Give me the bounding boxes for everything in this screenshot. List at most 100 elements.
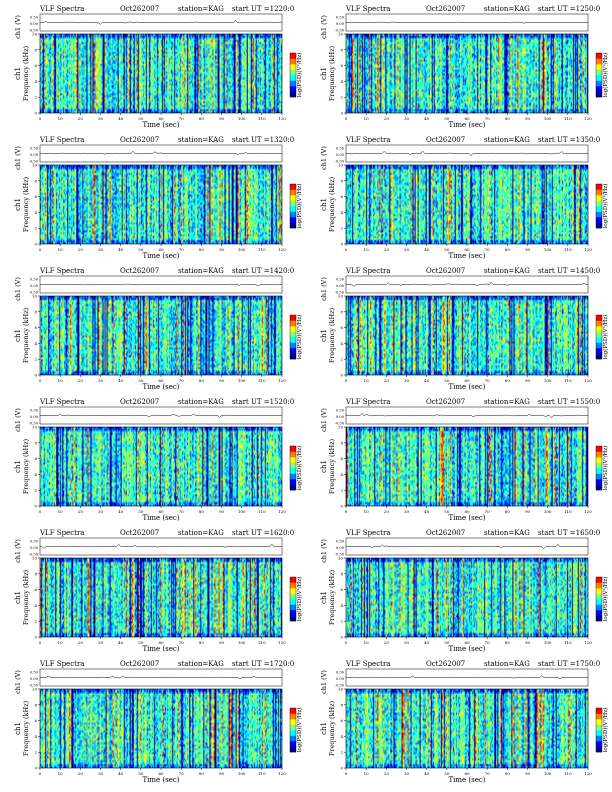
frequency-axis-label: Frequency (kHz) — [328, 438, 336, 494]
frequency-axis-label: Frequency (kHz) — [22, 45, 30, 101]
ch1-tick-label: -0.50 — [335, 160, 345, 164]
x-tick-label: 50 — [444, 640, 450, 645]
y-tick-label: 0 — [340, 504, 343, 509]
x-tick-label: 60 — [158, 771, 164, 776]
spectrogram-heatmap — [40, 165, 282, 244]
ch1-trace — [40, 20, 282, 25]
y-tick-label: 8 — [34, 47, 37, 52]
colorbar-segment — [596, 69, 602, 76]
spectrogram-panel-1620-0: VLF Spectra Oct262007 station=KAG start UT … — [0, 525, 306, 656]
panel-start-ut: start UT =1650:0 — [538, 529, 600, 537]
panel-station: station=KAG — [484, 529, 530, 537]
colorbar-segment — [290, 446, 296, 452]
colorbar-segment — [290, 582, 296, 589]
colorbar-segment — [596, 615, 602, 622]
x-tick-label: 90 — [219, 640, 225, 645]
x-tick-label: 100 — [544, 116, 552, 121]
y-tick-label: 4 — [340, 734, 343, 739]
frequency-axis-label: Frequency (kHz) — [22, 307, 30, 363]
ch1-trace — [39, 283, 283, 286]
x-tick-label: 30 — [404, 640, 410, 645]
x-tick-label: 80 — [505, 378, 511, 383]
colorbar-segment — [596, 315, 602, 321]
colorbar-segment — [290, 462, 296, 469]
panel-start-ut: start UT =1320:0 — [232, 136, 294, 144]
x-tick-label: 50 — [444, 509, 450, 514]
x-tick-label: 10 — [58, 378, 64, 383]
colorbar-frame — [595, 52, 603, 98]
x-tick-label: 100 — [544, 247, 552, 252]
x-tick-label: 80 — [505, 640, 511, 645]
ch1-trace — [345, 150, 589, 156]
y-tick-label: 6 — [34, 718, 37, 723]
ch1-tick-label: -0.50 — [335, 291, 345, 295]
colorbar-segment — [290, 337, 296, 343]
colorbar-segment — [290, 353, 296, 360]
panel-title: VLF Spectra — [345, 5, 390, 13]
y-tick-label: 8 — [340, 309, 343, 314]
frequency-axis-label: Frequency (kHz) — [328, 45, 336, 101]
y-tick-label: 0 — [340, 373, 343, 378]
y-tick-label: 0 — [340, 766, 343, 771]
x-tick-label: 120 — [584, 247, 592, 252]
ch1-channel-label: ch1 — [14, 198, 22, 211]
x-tick-label: 80 — [199, 378, 205, 383]
x-tick-label: 120 — [278, 640, 286, 645]
x-tick-label: 60 — [464, 771, 470, 776]
x-tick-label: 110 — [258, 116, 266, 121]
x-tick-label: 0 — [345, 640, 348, 645]
y-tick-label: 2 — [340, 488, 343, 493]
ch1-axis-label: ch1 (V) — [14, 408, 22, 432]
x-tick-label: 10 — [58, 509, 64, 514]
ch1-tick-label: 0.00 — [30, 284, 39, 288]
x-tick-label: 90 — [525, 378, 531, 383]
spectrogram-heatmap — [40, 689, 282, 768]
x-tick-label: 20 — [384, 509, 390, 514]
x-tick-label: 80 — [505, 247, 511, 252]
x-tick-label: 30 — [98, 771, 104, 776]
ch1-tick-label: 0.00 — [336, 546, 345, 550]
y-tick-label: 10 — [338, 687, 344, 692]
panel-start-ut: start UT =1620:0 — [232, 529, 294, 537]
panel-title: VLF Spectra — [39, 398, 84, 406]
time-axis-label: Time (sec) — [448, 252, 485, 260]
y-tick-label: 8 — [340, 571, 343, 576]
colorbar-segment — [290, 86, 296, 92]
x-tick-label: 60 — [158, 247, 164, 252]
colorbar-frame — [595, 183, 603, 229]
panel-station: station=KAG — [484, 660, 530, 668]
y-tick-label: 6 — [340, 325, 343, 330]
x-tick-label: 30 — [404, 771, 410, 776]
x-tick-label: 0 — [345, 771, 348, 776]
ch1-tick-label: 0.50 — [30, 409, 39, 413]
x-tick-label: 70 — [179, 640, 185, 645]
ch1-trace — [345, 543, 589, 550]
spectrogram-svg: VLF Spectra Oct262007 station=KAG start UT … — [320, 529, 609, 653]
time-axis-label: Time (sec) — [448, 383, 485, 391]
y-tick-label: 10 — [32, 163, 38, 168]
y-tick-label: 8 — [34, 178, 37, 183]
colorbar-segment — [596, 58, 602, 65]
panel-start-ut: start UT =1420:0 — [232, 267, 294, 275]
panel-station: station=KAG — [178, 398, 224, 406]
time-axis-label: Time (sec) — [142, 121, 179, 129]
spectrogram-panel-1320-0: VLF Spectra Oct262007 station=KAG start UT … — [0, 132, 306, 263]
ch1-tick-label: 0.50 — [336, 671, 345, 675]
x-tick-label: 120 — [584, 771, 592, 776]
ch1-tick-label: -0.50 — [335, 422, 345, 426]
y-tick-label: 4 — [340, 603, 343, 608]
spectrogram-panel-1720-0: VLF Spectra Oct262007 station=KAG start UT … — [0, 656, 306, 787]
ch1-axis-label: ch1 (V) — [320, 146, 328, 170]
x-tick-label: 100 — [238, 771, 246, 776]
colorbar-segment — [290, 577, 296, 583]
y-tick-label: 6 — [340, 63, 343, 68]
colorbar-segment — [290, 451, 296, 458]
colorbar-segment — [290, 615, 296, 622]
y-tick-label: 0 — [340, 635, 343, 640]
spectrogram-svg: VLF Spectra Oct262007 station=KAG start UT … — [14, 5, 303, 129]
colorbar-segment — [596, 446, 602, 452]
colorbar-segment — [290, 189, 296, 196]
y-tick-label: 6 — [34, 456, 37, 461]
x-tick-label: 90 — [219, 771, 225, 776]
x-tick-label: 40 — [118, 771, 124, 776]
